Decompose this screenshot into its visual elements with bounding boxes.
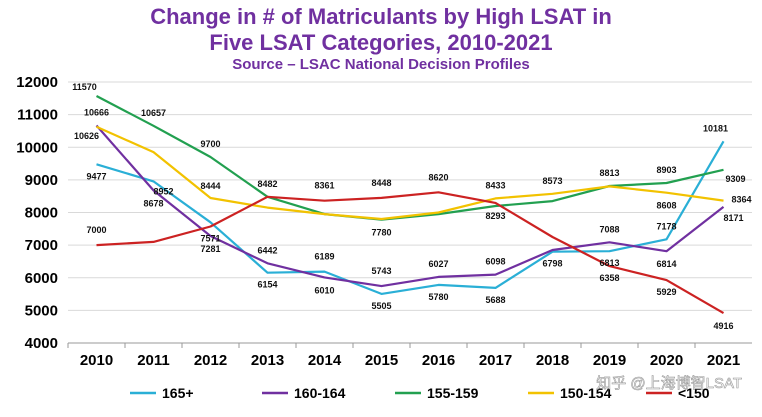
y-tick-label: 6000: [25, 270, 58, 287]
data-label: 11570: [72, 82, 97, 92]
series-line-155-159: [95, 95, 724, 221]
data-label: 8620: [428, 172, 448, 182]
y-tick-label: 10000: [16, 139, 58, 156]
x-tick-label: 2016: [422, 352, 455, 369]
x-tick-label: 2011: [137, 352, 170, 369]
y-tick-label: 7000: [25, 237, 58, 254]
x-tick-label: 2013: [251, 352, 284, 369]
data-label: 6442: [257, 245, 277, 255]
y-tick-label: 8000: [25, 205, 58, 222]
chart-subtitle: Source – LSAC National Decision Profiles: [232, 56, 530, 73]
data-label: 7000: [86, 225, 106, 235]
data-label: 7780: [371, 228, 391, 238]
data-label: 6814: [656, 259, 676, 269]
data-label: 5505: [371, 301, 391, 311]
data-label: 7281: [200, 244, 220, 254]
y-tick-label: 4000: [25, 335, 58, 352]
data-label: 8813: [599, 168, 619, 178]
data-label: 9477: [86, 171, 106, 181]
x-tick-label: 2020: [650, 352, 683, 369]
chart-title-line2: Five LSAT Categories, 2010-2021: [209, 30, 553, 55]
chart-title: Change in # of Matriculants by High LSAT…: [150, 4, 612, 29]
data-label: 8433: [485, 180, 505, 190]
y-tick-label: 12000: [16, 74, 58, 91]
data-labels: 9477 8952 6154 6189 5505 5780 5688 6798 6813 7178…: [72, 82, 751, 331]
y-tick-label: 5000: [25, 302, 58, 319]
data-label: 7178: [656, 221, 676, 231]
data-label: 7571: [200, 233, 220, 243]
data-label: 5780: [428, 292, 448, 302]
data-label: 6189: [314, 252, 334, 262]
data-label: 8678: [143, 198, 163, 208]
data-label: 6798: [542, 259, 562, 269]
x-tick-label: 2010: [80, 352, 113, 369]
x-axis: 2010 2011 2012 2013 2014 2015 2016 2017 2018 2019…: [67, 343, 740, 369]
gridlines: [68, 81, 752, 344]
legend-label: 150-154: [560, 385, 612, 401]
data-label: 6813: [599, 258, 619, 268]
data-label: 8448: [371, 178, 391, 188]
series-line-<150: [96, 191, 725, 315]
data-label: 6154: [257, 280, 277, 290]
data-label: 10666: [84, 108, 109, 118]
data-label: 7088: [599, 224, 619, 234]
x-tick-label: 2019: [593, 352, 626, 369]
chart-title-block: Change in # of Matriculants by High LSAT…: [0, 4, 762, 74]
legend-label: 165+: [162, 385, 194, 401]
data-label: 8482: [257, 179, 277, 189]
data-label: 9700: [200, 139, 220, 149]
series-line-165+: [96, 140, 725, 295]
data-label: 8903: [656, 165, 676, 175]
data-label: 6010: [314, 285, 334, 295]
data-label: 8952: [153, 186, 173, 196]
x-tick-label: 2021: [707, 352, 740, 369]
data-label: 8364: [731, 195, 751, 205]
series-lines: [95, 95, 725, 315]
data-label: 5743: [371, 266, 391, 276]
legend: 165+ 160-164 155-159 150-154 <150: [130, 385, 710, 401]
data-label: 8361: [314, 181, 334, 191]
legend-label: 155-159: [427, 385, 479, 401]
data-label: 6027: [428, 259, 448, 269]
series-line-150-154: [96, 125, 724, 221]
x-tick-label: 2018: [536, 352, 569, 369]
data-label: 6358: [599, 273, 619, 283]
watermark-text: 知乎 @上海博智LSAT: [596, 374, 742, 392]
data-label: 8171: [723, 213, 743, 223]
y-tick-label: 11000: [17, 107, 58, 124]
x-tick-label: 2012: [194, 352, 227, 369]
y-tick-label: 9000: [25, 172, 58, 189]
legend-label: 160-164: [294, 385, 346, 401]
data-label: 8608: [656, 201, 676, 211]
data-label: 8573: [542, 176, 562, 186]
legend-label: <150: [678, 385, 710, 401]
x-tick-label: 2015: [365, 352, 398, 369]
data-label: 6098: [485, 257, 505, 267]
data-label: 5929: [656, 287, 676, 297]
x-tick-label: 2014: [308, 352, 342, 369]
data-label: 4916: [713, 321, 733, 331]
data-label: 10657: [141, 108, 166, 118]
data-label: 10626: [74, 131, 99, 141]
data-label: 8293: [485, 211, 505, 221]
data-label: 5688: [485, 295, 505, 305]
x-tick-label: 2017: [479, 352, 512, 369]
y-axis: 4000 5000 6000 7000 8000 9000 10000 11000 12000: [16, 74, 58, 352]
data-label: 9309: [725, 174, 745, 184]
data-label: 10181: [703, 123, 728, 133]
data-label: 8444: [200, 181, 220, 191]
series-line-160-164: [95, 124, 725, 288]
